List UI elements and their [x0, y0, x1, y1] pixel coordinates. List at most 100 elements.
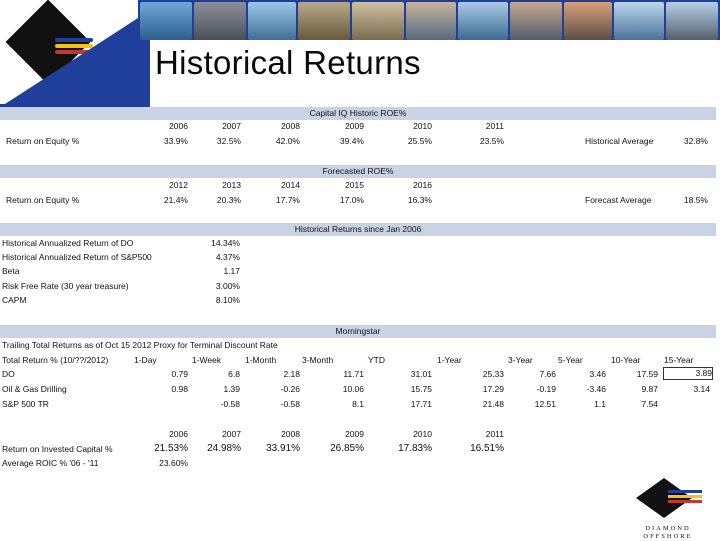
- column-header: 10-Year: [611, 355, 641, 365]
- year-header: 2008: [281, 429, 300, 439]
- section-header-morningstar: Morningstar: [0, 325, 716, 338]
- morningstar-value: 21.48: [482, 399, 504, 409]
- forecast-roe-value: 21.4%: [163, 195, 188, 205]
- year-header: 2006: [169, 429, 188, 439]
- morningstar-row-label: S&P 500 TR: [2, 399, 49, 409]
- morningstar-value: 8.1: [352, 399, 364, 409]
- morningstar-row-label: DO: [2, 369, 15, 379]
- column-header: 15-Year: [664, 355, 694, 365]
- morningstar-value: 9.87: [641, 384, 658, 394]
- historical-average-value: 32.8%: [683, 136, 708, 146]
- avg-roic-label: Average ROIC % '06 - '11: [2, 458, 99, 468]
- stat-value: 4.37%: [215, 252, 240, 262]
- column-header: 3-Month: [302, 355, 334, 365]
- avg-roic-value: 23.60%: [159, 458, 188, 468]
- morningstar-value: 31.01: [410, 369, 432, 379]
- column-header: 3-Year: [508, 355, 533, 365]
- stat-value: 8.10%: [215, 295, 240, 305]
- morningstar-value: -0.19: [536, 384, 556, 394]
- morningstar-row-label: Oil & Gas Drilling: [2, 384, 67, 394]
- column-header: 5-Year: [558, 355, 583, 365]
- roe-label: Return on Equity %: [6, 136, 80, 146]
- morningstar-value: 12.51: [534, 399, 556, 409]
- roic-value: 16.51%: [470, 443, 504, 454]
- morningstar-value: 10.06: [342, 384, 364, 394]
- footer-logo: DIAMOND OFFSHORE: [628, 476, 708, 540]
- year-header: 2012: [169, 180, 188, 190]
- forecast-roe-value: 17.7%: [275, 195, 300, 205]
- trailing-returns-subtitle: Trailing Total Returns as of Oct 15 2012…: [2, 340, 278, 350]
- forecast-roe-value: 16.3%: [407, 195, 432, 205]
- roe-value: 42.0%: [275, 136, 300, 146]
- morningstar-value-selected-cell[interactable]: 3.89: [663, 367, 713, 380]
- morningstar-value: 1.1: [594, 399, 606, 409]
- morningstar-value: 6.8: [228, 369, 240, 379]
- year-header: 2009: [345, 121, 364, 131]
- year-header: 2016: [413, 180, 432, 190]
- photo-banner: [138, 0, 720, 42]
- morningstar-value: 1.39: [223, 384, 240, 394]
- stat-label: Risk Free Rate (30 year treasure): [2, 281, 129, 291]
- column-header: YTD: [368, 355, 385, 365]
- column-header: 1-Month: [245, 355, 277, 365]
- forecast-average-value: 18.5%: [683, 195, 708, 205]
- morningstar-value: 2.18: [283, 369, 300, 379]
- roic-value: 21.53%: [154, 443, 188, 454]
- roe-value: 33.9%: [163, 136, 188, 146]
- morningstar-value: -0.58: [280, 399, 300, 409]
- roic-value: 24.98%: [207, 443, 241, 454]
- stat-label: CAPM: [2, 295, 27, 305]
- year-header: 2008: [281, 121, 300, 131]
- stat-label: Beta: [2, 266, 20, 276]
- roe-value: 25.5%: [407, 136, 432, 146]
- morningstar-value: 25.33: [482, 369, 504, 379]
- roe-value: 39.4%: [339, 136, 364, 146]
- forecast-roe-value: 17.0%: [339, 195, 364, 205]
- logo-text: DIAMOND OFFSHORE: [643, 525, 693, 540]
- year-header: 2009: [345, 429, 364, 439]
- morningstar-value: 17.59: [636, 369, 658, 379]
- year-header: 2010: [413, 429, 432, 439]
- morningstar-value: 0.98: [171, 384, 188, 394]
- year-header: 2011: [485, 429, 504, 439]
- stat-value: 3.00%: [215, 281, 240, 291]
- column-header: 1-Year: [437, 355, 462, 365]
- morningstar-value: -0.58: [220, 399, 240, 409]
- year-header: 2015: [345, 180, 364, 190]
- stat-label: Historical Annualized Return of DO: [2, 238, 134, 248]
- historical-average-label: Historical Average: [585, 136, 654, 146]
- stat-label: Historical Annualized Return of S&P500: [2, 252, 152, 262]
- morningstar-value: 17.29: [482, 384, 504, 394]
- logo-diamond-icon: [636, 478, 702, 518]
- forecast-roe-value: 20.3%: [216, 195, 241, 205]
- year-header: 2014: [281, 180, 300, 190]
- page-title: Historical Returns: [155, 44, 421, 81]
- stat-value: 14.34%: [211, 238, 240, 248]
- year-header: 2013: [222, 180, 241, 190]
- year-header: 2010: [413, 121, 432, 131]
- section-header-capital-iq: Capital IQ Historic ROE%: [0, 107, 716, 120]
- section-header-historical-returns: Historical Returns since Jan 2006: [0, 223, 716, 236]
- morningstar-value: 11.71: [343, 369, 364, 379]
- morningstar-value: 7.66: [539, 369, 556, 379]
- roic-value: 26.85%: [330, 443, 364, 454]
- roe-value: 32.5%: [216, 136, 241, 146]
- section-header-forecasted-roe: Forecasted ROE%: [0, 165, 716, 178]
- morningstar-value: -3.46: [586, 384, 606, 394]
- roic-label: Return on Invested Capital %: [2, 444, 113, 454]
- morningstar-value: 3.14: [693, 384, 710, 394]
- year-header: 2007: [222, 429, 241, 439]
- column-header: 1-Day: [134, 355, 157, 365]
- forecast-roe-label: Return on Equity %: [6, 195, 80, 205]
- morningstar-value: 7.54: [641, 399, 658, 409]
- forecast-average-label: Forecast Average: [585, 195, 652, 205]
- year-header: 2007: [222, 121, 241, 131]
- morningstar-value: 15.75: [410, 384, 432, 394]
- year-header: 2006: [169, 121, 188, 131]
- column-header: 1-Week: [192, 355, 222, 365]
- roic-value: 33.91%: [266, 443, 300, 454]
- year-header: 2011: [485, 121, 504, 131]
- roe-value: 23.5%: [479, 136, 504, 146]
- roic-value: 17.83%: [398, 443, 432, 454]
- morningstar-value: 0.79: [171, 369, 188, 379]
